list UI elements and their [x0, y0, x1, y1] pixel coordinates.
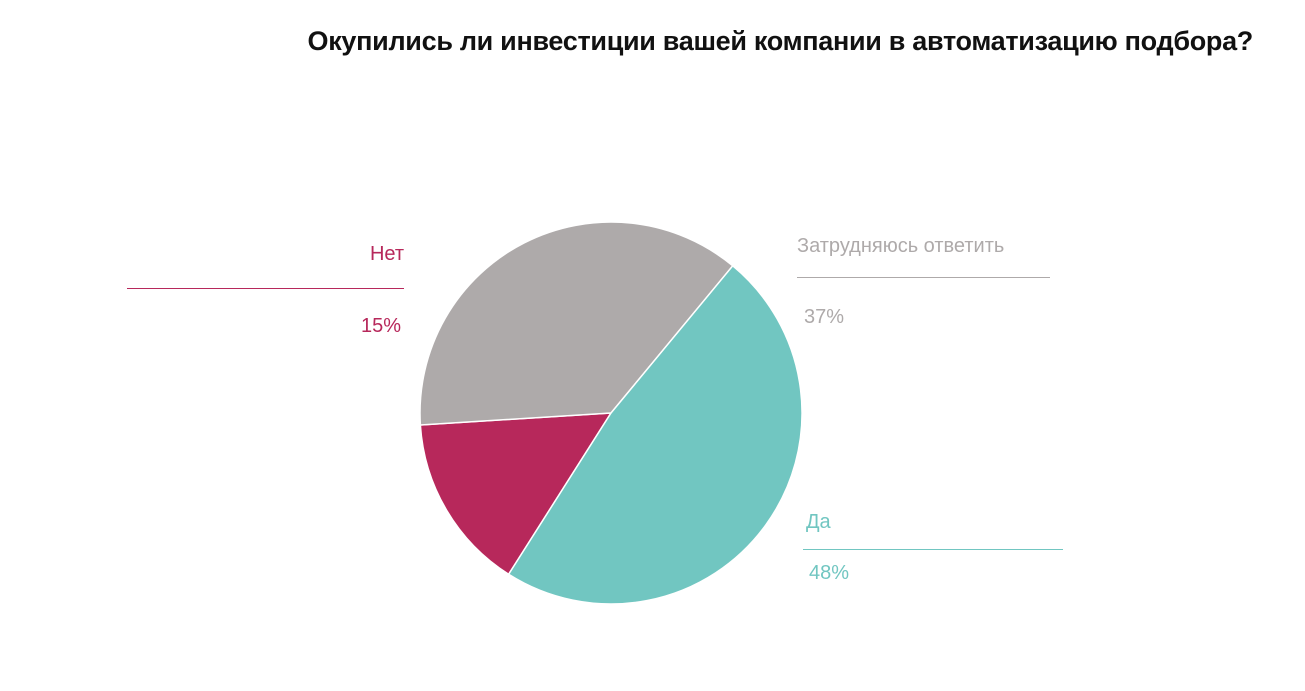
pie-slice-da — [507, 264, 803, 605]
slice-label-unsure: Затрудняюсь ответить — [797, 235, 1005, 257]
slice-label-net: Нет — [369, 243, 404, 265]
slice-value-unsure: 37% — [804, 306, 845, 328]
chart-title: Окупились ли инвестиции вашей компании в… — [307, 26, 1254, 56]
pie-slice-net — [419, 412, 613, 576]
callout-line-net — [127, 288, 404, 289]
slice-label-da: Да — [806, 511, 831, 533]
callout-line-da — [803, 549, 1063, 550]
slice-value-da: 48% — [809, 562, 850, 584]
slice-value-net: 15% — [361, 315, 402, 337]
callout-line-unsure — [797, 277, 1050, 278]
pie-slice-unsure — [419, 221, 734, 426]
